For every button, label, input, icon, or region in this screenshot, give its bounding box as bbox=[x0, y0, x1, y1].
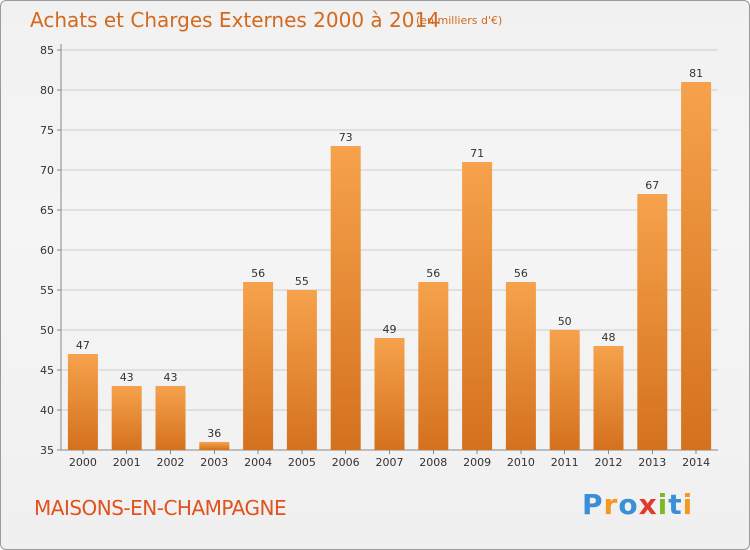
y-axis-ticks: 35 40 45 50 55 60 65 70 75 80 85 bbox=[40, 44, 61, 457]
bar bbox=[549, 330, 580, 450]
y-tick-label: 35 bbox=[40, 444, 54, 457]
bar bbox=[111, 386, 142, 450]
x-axis-ticks: 2000 2001 2002 2003 2004 2005 2006 2007 2008 2009… bbox=[69, 450, 710, 469]
chart-unit-label: (en milliers d'€) bbox=[416, 14, 503, 27]
bar bbox=[243, 282, 274, 450]
bar bbox=[155, 386, 186, 450]
chart-title: Achats et Charges Externes 2000 à 2014 bbox=[30, 8, 440, 32]
logo-letter: o bbox=[618, 488, 639, 521]
y-tick-label: 55 bbox=[40, 284, 54, 297]
data-label: 81 bbox=[689, 67, 703, 80]
x-tick-label: 2013 bbox=[638, 456, 666, 469]
x-tick-label: 2000 bbox=[69, 456, 97, 469]
y-tick-label: 80 bbox=[40, 84, 54, 97]
x-tick-label: 2006 bbox=[332, 456, 360, 469]
x-tick-label: 2014 bbox=[682, 456, 710, 469]
x-tick-label: 2012 bbox=[595, 456, 623, 469]
x-tick-label: 2001 bbox=[113, 456, 141, 469]
bar bbox=[286, 290, 317, 450]
logo-letter: r bbox=[603, 488, 619, 521]
data-labels: 47 43 43 36 56 55 73 49 56 71 56 50 48 67 81 bbox=[76, 67, 703, 440]
data-label: 71 bbox=[470, 147, 484, 160]
logo-letter: t bbox=[668, 488, 683, 521]
bars bbox=[67, 82, 712, 450]
bar bbox=[462, 162, 493, 450]
data-label: 47 bbox=[76, 339, 90, 352]
y-tick-label: 65 bbox=[40, 204, 54, 217]
x-tick-label: 2007 bbox=[376, 456, 404, 469]
data-label: 36 bbox=[207, 427, 221, 440]
bar bbox=[637, 194, 668, 450]
y-tick-label: 70 bbox=[40, 164, 54, 177]
y-tick-label: 50 bbox=[40, 324, 54, 337]
x-tick-label: 2002 bbox=[157, 456, 185, 469]
commune-name: MAISONS-EN-CHAMPAGNE bbox=[34, 496, 287, 520]
x-tick-label: 2010 bbox=[507, 456, 535, 469]
data-label: 56 bbox=[251, 267, 265, 280]
proxiti-logo: Proxiti bbox=[582, 488, 693, 521]
data-label: 56 bbox=[426, 267, 440, 280]
data-label: 43 bbox=[120, 371, 134, 384]
data-label: 56 bbox=[514, 267, 528, 280]
data-label: 48 bbox=[602, 331, 616, 344]
logo-letter: P bbox=[582, 488, 604, 521]
bar bbox=[374, 338, 405, 450]
x-tick-label: 2004 bbox=[244, 456, 272, 469]
data-label: 67 bbox=[645, 179, 659, 192]
bar bbox=[67, 354, 98, 450]
y-tick-label: 75 bbox=[40, 124, 54, 137]
data-label: 73 bbox=[339, 131, 353, 144]
x-tick-label: 2005 bbox=[288, 456, 316, 469]
bar bbox=[418, 282, 449, 450]
x-tick-label: 2011 bbox=[551, 456, 579, 469]
y-tick-label: 85 bbox=[40, 44, 54, 57]
x-tick-label: 2009 bbox=[463, 456, 491, 469]
bar bbox=[593, 346, 624, 450]
x-tick-label: 2003 bbox=[200, 456, 228, 469]
y-tick-label: 45 bbox=[40, 364, 54, 377]
logo-letter: x bbox=[638, 488, 658, 521]
y-tick-label: 60 bbox=[40, 244, 54, 257]
bar bbox=[505, 282, 536, 450]
x-tick-label: 2008 bbox=[419, 456, 447, 469]
data-label: 43 bbox=[164, 371, 178, 384]
bar bbox=[681, 82, 712, 450]
bar bbox=[199, 442, 230, 450]
data-label: 55 bbox=[295, 275, 309, 288]
y-tick-label: 40 bbox=[40, 404, 54, 417]
logo-letter: i bbox=[682, 488, 694, 521]
data-label: 49 bbox=[383, 323, 397, 336]
bar bbox=[330, 146, 361, 450]
data-label: 50 bbox=[558, 315, 572, 328]
logo-letter: i bbox=[657, 488, 669, 521]
